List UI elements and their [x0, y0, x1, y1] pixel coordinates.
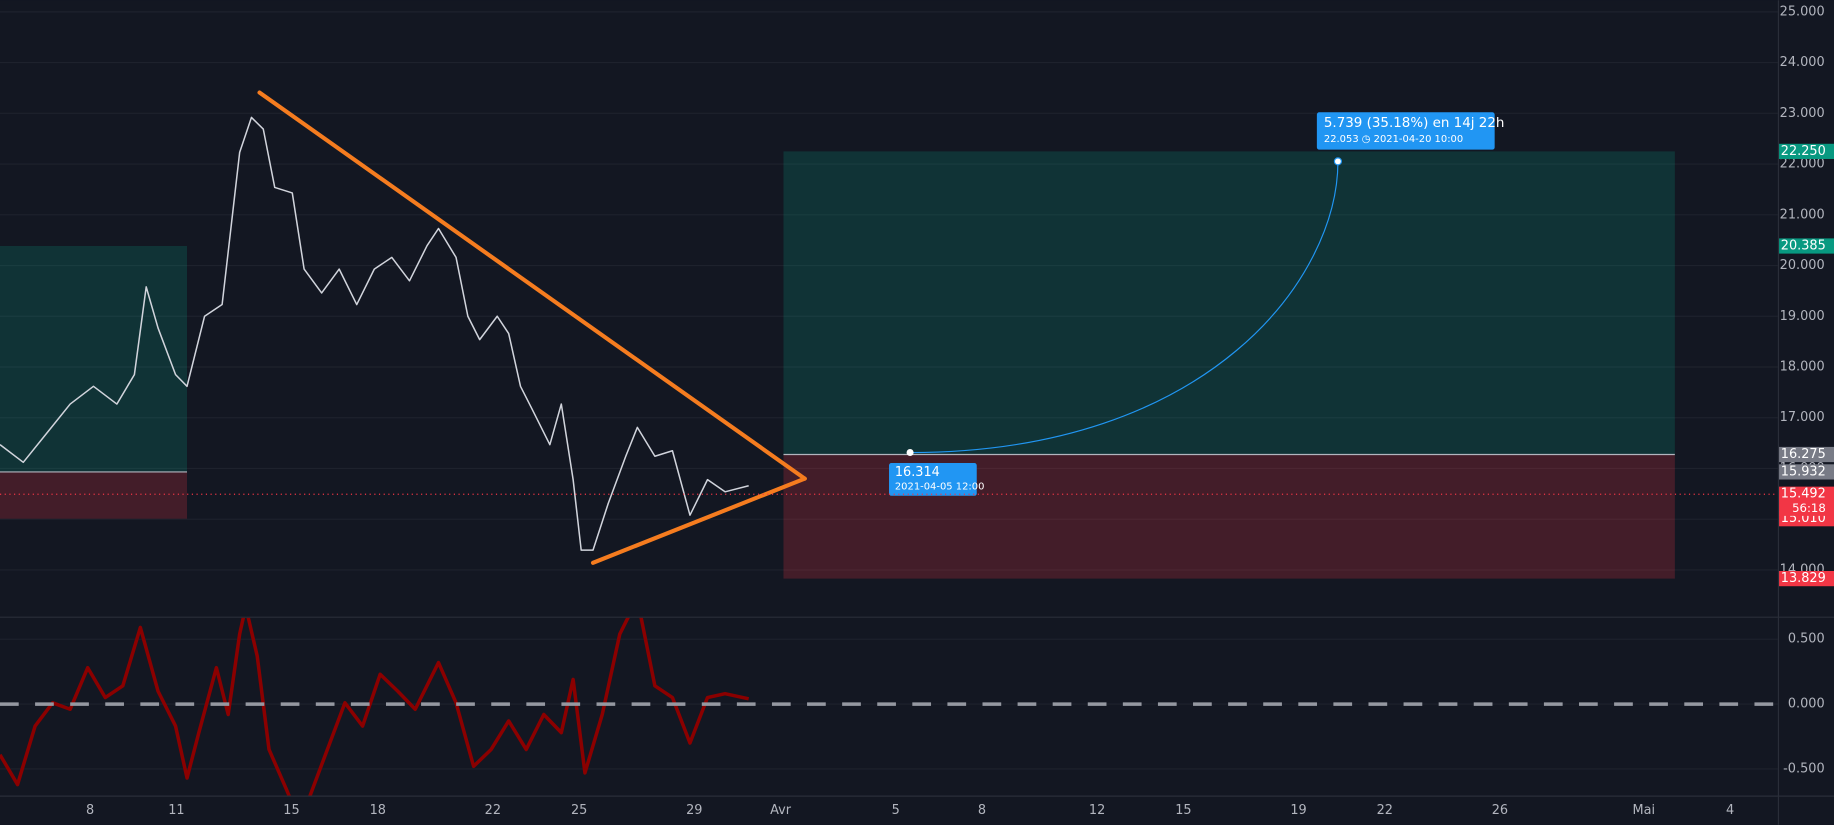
projection-end-box — [1316, 112, 1495, 150]
projection-end-detail: 22.053 ◷ 2021-04-20 10:00 — [1324, 134, 1463, 145]
x-tick-label: 5 — [892, 803, 900, 818]
series-line — [0, 617, 750, 796]
price-badge-label: 22.250 — [1781, 144, 1826, 159]
profit-zone — [783, 151, 1675, 455]
y-tick-label: 20.000 — [1780, 258, 1825, 273]
price-badge-label: 15.932 — [1781, 464, 1826, 479]
price-badge — [1779, 446, 1834, 463]
x-tick-label: 8 — [86, 803, 94, 818]
series-line — [0, 116, 749, 551]
price-badge — [1779, 486, 1834, 516]
projection-start — [906, 449, 914, 457]
projection-start-label: 16.314 — [895, 465, 940, 480]
x-tick-label: 18 — [370, 803, 386, 818]
projection-end-label: 5.739 (35.18%) en 14j 22h — [1324, 116, 1505, 131]
projection-start-date: 2021-04-05 12:00 — [895, 481, 985, 492]
y-tick-label: 0.500 — [1788, 632, 1825, 647]
x-tick-label: Avr — [770, 803, 792, 818]
trendline — [590, 476, 807, 565]
y-tick-label: 19.000 — [1780, 309, 1825, 324]
y-tick-label: 23.000 — [1780, 106, 1825, 121]
y-tick-label: -0.500 — [1783, 761, 1824, 776]
x-tick-label: 22 — [1377, 803, 1393, 818]
trendline — [257, 90, 807, 481]
x-tick-label: 26 — [1492, 803, 1508, 818]
loss-zone — [0, 471, 188, 519]
last-price-label: 15.492 — [1781, 487, 1826, 502]
oscillator-pane — [0, 617, 1778, 796]
profit-zone — [0, 246, 188, 472]
y-tick-label: 24.000 — [1780, 55, 1825, 70]
x-tick-label: 12 — [1089, 803, 1105, 818]
y-tick-label: 17.000 — [1780, 410, 1825, 425]
projection-end — [1333, 157, 1343, 166]
price-badge-label: 13.829 — [1781, 571, 1826, 586]
x-tick-label: 11 — [168, 803, 184, 818]
x-tick-label: 15 — [283, 803, 299, 818]
x-tick-label: 25 — [571, 803, 587, 818]
x-tick-label: Mai — [1632, 803, 1655, 818]
price-badge-label: 16.275 — [1781, 447, 1826, 462]
x-tick-label: 19 — [1290, 803, 1306, 818]
price-badge — [1779, 238, 1834, 254]
y-tick-label: 22.000 — [1780, 157, 1825, 172]
y-tick-label: 21.000 — [1780, 207, 1825, 222]
projection-curve — [910, 161, 1339, 454]
x-tick-label: 15 — [1175, 803, 1191, 818]
x-tick-label: 29 — [686, 803, 702, 818]
price-badge — [1779, 143, 1834, 159]
last-price-countdown: 56:18 — [1792, 501, 1826, 515]
x-tick-label: 22 — [485, 803, 501, 818]
y-tick-label: 18.000 — [1780, 359, 1825, 374]
y-tick-label: 25.000 — [1780, 4, 1825, 19]
axes: 8111518222529Avr581215192226Mai414.00015… — [86, 4, 1834, 818]
price-badge — [1779, 571, 1834, 587]
y-tick-label: 0.000 — [1788, 697, 1825, 712]
projection-start-box — [889, 463, 977, 496]
x-tick-label: 4 — [1726, 803, 1734, 818]
price-badge — [1779, 464, 1834, 480]
x-tick-label: 8 — [978, 803, 986, 818]
price-badge-label: 20.385 — [1781, 239, 1826, 254]
